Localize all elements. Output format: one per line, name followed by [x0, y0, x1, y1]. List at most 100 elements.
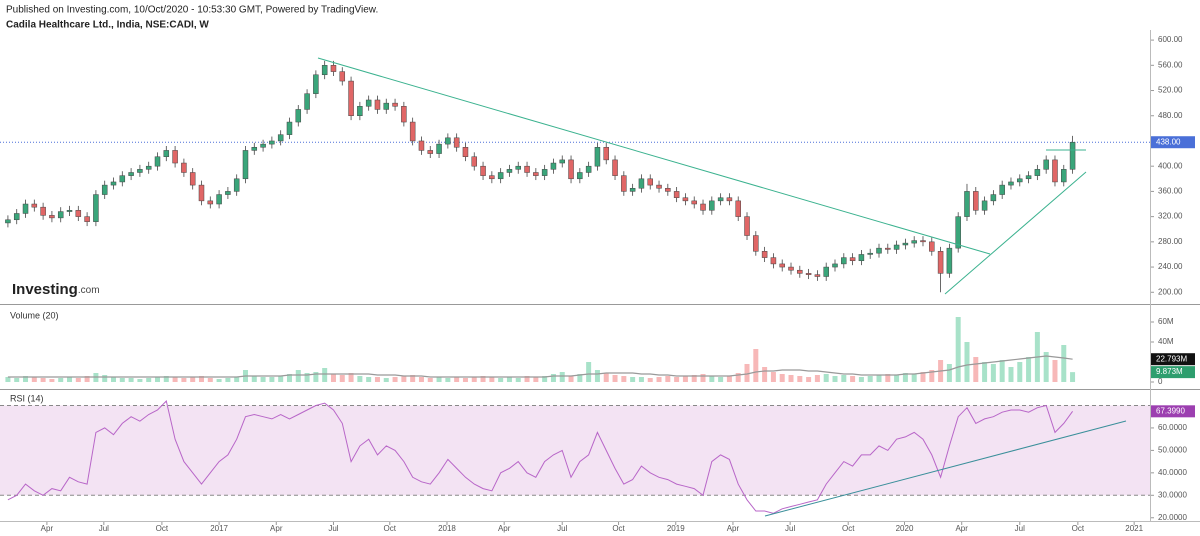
volume-bar — [850, 376, 856, 382]
candle-body — [286, 121, 293, 135]
volume-bar — [348, 373, 354, 382]
candle-body — [946, 247, 953, 274]
volume-bar — [295, 370, 301, 382]
y-tick-label: 200.00 — [1158, 287, 1183, 296]
volume-bar — [339, 375, 345, 382]
candle-body — [973, 191, 979, 211]
volume-bar — [920, 372, 926, 382]
y-tick-label: 60.0000 — [1158, 423, 1187, 432]
volume-bar — [823, 374, 829, 382]
volume-bar — [814, 375, 820, 382]
candle-body — [673, 191, 680, 198]
volume-bar — [1017, 362, 1023, 382]
candle-body — [920, 240, 926, 243]
volume-bar — [163, 376, 169, 382]
volume-bar — [260, 377, 266, 382]
y-tick-label: 280.00 — [1158, 237, 1183, 246]
candle-body — [541, 169, 548, 176]
x-tick-label: Jul — [99, 524, 109, 533]
candle-body — [374, 99, 381, 110]
candle-body — [550, 162, 557, 170]
x-tick-label: 2019 — [667, 524, 685, 533]
volume-bar — [357, 376, 363, 382]
candle-body — [242, 150, 249, 180]
candle-body — [814, 274, 821, 277]
candle-body — [735, 200, 741, 217]
candle-body — [744, 216, 750, 236]
volume-bar — [577, 374, 583, 382]
y-tick-label: 360.00 — [1158, 187, 1183, 196]
candle-body — [849, 257, 856, 262]
x-tick-label: Apr — [727, 524, 740, 533]
x-tick-label: Oct — [384, 524, 397, 533]
candle-body — [691, 200, 697, 205]
volume-bar — [515, 378, 521, 382]
volume-bar — [559, 372, 565, 382]
volume-bar — [75, 378, 81, 382]
candle-body — [656, 184, 662, 189]
rsi-title: RSI (14) — [10, 393, 44, 403]
volume-bar — [797, 376, 803, 382]
candle-body — [937, 251, 944, 274]
candle-body — [568, 159, 574, 180]
candle-body — [1008, 181, 1014, 186]
candle-body — [462, 147, 469, 157]
candle-body — [885, 247, 891, 250]
plot-area: 200.00240.00280.00320.00360.00400.00440.… — [0, 35, 1195, 533]
volume-bar — [762, 367, 768, 382]
candle-body — [172, 150, 178, 164]
candle-body — [471, 156, 478, 167]
volume-bar — [806, 377, 812, 382]
volume-bar — [119, 378, 125, 382]
volume-bar — [190, 377, 196, 382]
volume-bar — [832, 376, 838, 382]
candle-body — [726, 197, 733, 202]
candle-body — [841, 257, 847, 265]
volume-bar — [67, 377, 73, 382]
candle-body — [260, 143, 266, 148]
candle-body — [603, 147, 609, 161]
x-tick-label: Oct — [1072, 524, 1085, 533]
candle-body — [409, 121, 416, 142]
candle-body — [797, 269, 803, 274]
y-tick-label: 20.0000 — [1158, 513, 1187, 522]
x-tick-label: Oct — [156, 524, 169, 533]
volume-bar — [154, 377, 160, 382]
volume-bar — [480, 376, 486, 382]
candle-body — [119, 175, 126, 183]
volume-bar — [234, 377, 240, 382]
candle-body — [453, 137, 460, 148]
volume-last-label-box — [1151, 366, 1195, 379]
candle-body — [823, 266, 829, 277]
candle-body — [93, 194, 99, 222]
candle-body — [22, 203, 29, 214]
volume-bar — [709, 376, 715, 382]
candle-body — [981, 200, 988, 211]
candle-body — [876, 247, 882, 254]
volume-bar — [49, 379, 55, 382]
volume-bar — [137, 379, 143, 382]
volume-bar — [973, 357, 979, 382]
candle-body — [31, 203, 38, 208]
volume-bar — [542, 376, 548, 382]
volume-bar — [867, 376, 873, 382]
candle-body — [717, 197, 724, 202]
rsi-line — [7, 399, 1074, 514]
candle-body — [5, 219, 11, 224]
x-tick-label: 2021 — [1125, 524, 1143, 533]
volume-bar — [383, 378, 389, 382]
candle-body — [594, 147, 601, 167]
volume-bar — [58, 378, 64, 382]
volume-bar — [770, 372, 776, 382]
candle-body — [1034, 169, 1041, 176]
volume-ma-label: 22.793M — [1156, 354, 1187, 363]
volume-bar — [524, 376, 530, 382]
volume-bar — [726, 376, 732, 382]
volume-bar — [691, 375, 697, 382]
candle-body — [1025, 175, 1032, 180]
y-tick-label: 600.00 — [1158, 35, 1183, 44]
volume-bar — [410, 375, 416, 382]
x-tick-label: 2017 — [210, 524, 228, 533]
volume-bar — [990, 364, 996, 382]
volume-bar — [181, 378, 187, 382]
